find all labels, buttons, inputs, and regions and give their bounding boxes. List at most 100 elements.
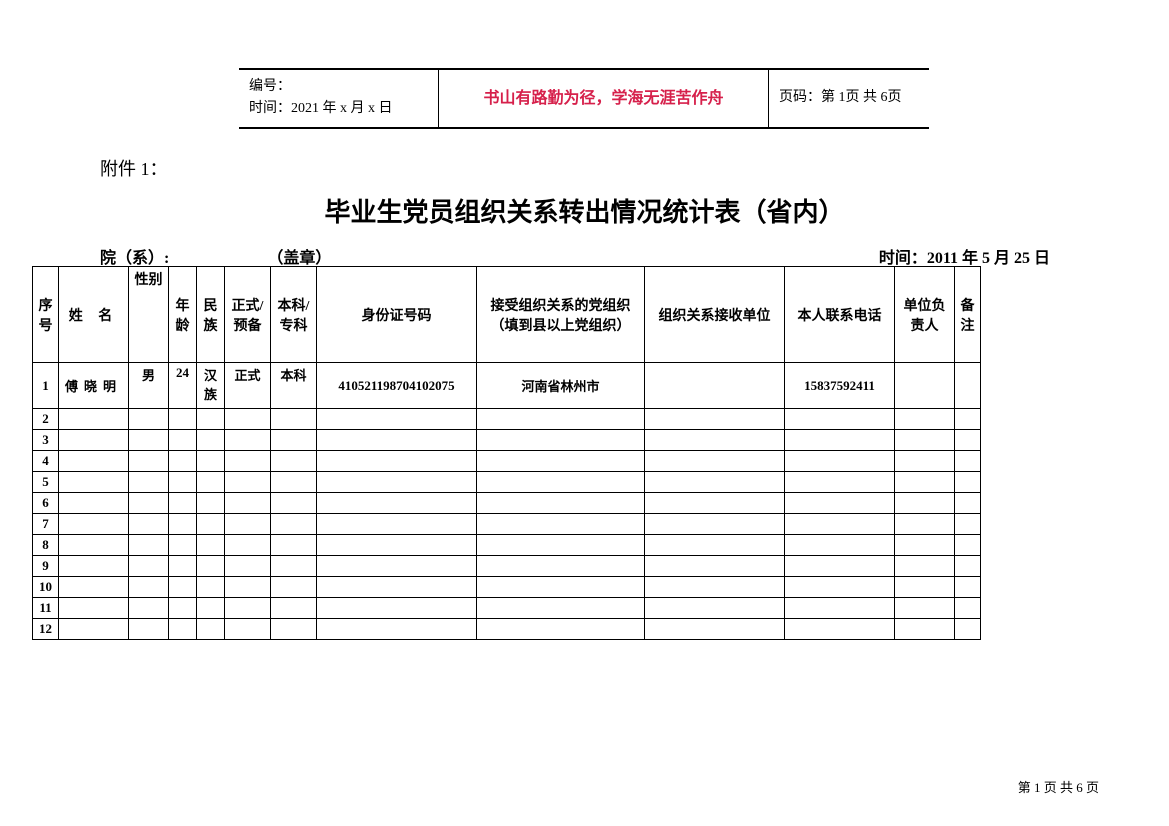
cell xyxy=(271,430,317,451)
cell xyxy=(271,577,317,598)
cell xyxy=(317,409,477,430)
col-seq: 序号 xyxy=(33,267,59,363)
table-row: 3 xyxy=(33,430,981,451)
cell xyxy=(59,535,129,556)
cell xyxy=(895,598,955,619)
table-row: 6 xyxy=(33,493,981,514)
cell xyxy=(59,556,129,577)
cell xyxy=(169,598,197,619)
col-name: 姓 名 xyxy=(59,267,129,363)
cell xyxy=(169,451,197,472)
cell xyxy=(955,409,981,430)
cell xyxy=(895,363,955,409)
cell xyxy=(785,451,895,472)
cell xyxy=(225,514,271,535)
cell xyxy=(271,535,317,556)
cell: 410521198704102075 xyxy=(317,363,477,409)
cell xyxy=(477,598,645,619)
cell xyxy=(645,598,785,619)
department-label: 院（系）: xyxy=(100,250,169,267)
cell xyxy=(197,619,225,640)
cell: 正式 xyxy=(225,363,271,409)
cell xyxy=(129,472,169,493)
cell xyxy=(59,493,129,514)
header-page: 页码：第 1页 共 6页 xyxy=(769,70,929,127)
cell xyxy=(955,472,981,493)
cell xyxy=(785,409,895,430)
cell xyxy=(785,577,895,598)
page-title: 毕业生党员组织关系转出情况统计表（省内） xyxy=(0,192,1169,229)
cell: 15837592411 xyxy=(785,363,895,409)
cell xyxy=(59,577,129,598)
cell xyxy=(225,556,271,577)
cell xyxy=(895,472,955,493)
cell xyxy=(477,409,645,430)
cell xyxy=(59,451,129,472)
cell xyxy=(645,619,785,640)
cell: 8 xyxy=(33,535,59,556)
table-row: 4 xyxy=(33,451,981,472)
cell xyxy=(225,493,271,514)
cell xyxy=(271,619,317,640)
cell xyxy=(955,430,981,451)
table-row: 12 xyxy=(33,619,981,640)
cell xyxy=(59,598,129,619)
doc-time: 时间：2021 年 x 月 x 日 xyxy=(249,98,428,120)
cell xyxy=(955,451,981,472)
col-ethnicity: 民族 xyxy=(197,267,225,363)
cell: 3 xyxy=(33,430,59,451)
cell xyxy=(645,535,785,556)
cell xyxy=(477,493,645,514)
cell xyxy=(955,493,981,514)
cell xyxy=(169,409,197,430)
cell xyxy=(645,451,785,472)
cell xyxy=(129,619,169,640)
cell xyxy=(197,493,225,514)
col-phone: 本人联系电话 xyxy=(785,267,895,363)
table-row: 1傅晓明男24汉族正式本科410521198704102075河南省林州市158… xyxy=(33,363,981,409)
cell xyxy=(271,556,317,577)
cell xyxy=(317,556,477,577)
col-sex: 性别 xyxy=(129,267,169,363)
col-recv-org: 接受组织关系的党组织（填到县以上党组织） xyxy=(477,267,645,363)
cell xyxy=(271,598,317,619)
cell xyxy=(169,472,197,493)
cell xyxy=(197,472,225,493)
cell xyxy=(645,409,785,430)
subheader: 院（系）: （盖章） 时间：2011 年 5 月 25 日 xyxy=(100,244,1100,268)
cell xyxy=(317,619,477,640)
cell xyxy=(895,409,955,430)
cell xyxy=(895,430,955,451)
cell xyxy=(785,493,895,514)
cell: 汉族 xyxy=(197,363,225,409)
cell xyxy=(129,451,169,472)
cell: 11 xyxy=(33,598,59,619)
cell xyxy=(895,556,955,577)
cell xyxy=(197,577,225,598)
cell xyxy=(225,535,271,556)
cell xyxy=(225,430,271,451)
cell xyxy=(785,430,895,451)
cell xyxy=(169,577,197,598)
cell xyxy=(895,451,955,472)
cell xyxy=(129,556,169,577)
cell xyxy=(169,493,197,514)
cell xyxy=(955,577,981,598)
cell xyxy=(895,514,955,535)
table-row: 11 xyxy=(33,598,981,619)
cell xyxy=(317,535,477,556)
cell: 2 xyxy=(33,409,59,430)
table-row: 5 xyxy=(33,472,981,493)
cell xyxy=(645,493,785,514)
cell xyxy=(59,472,129,493)
footer-page: 第 1 页 共 6 页 xyxy=(1018,777,1099,796)
cell xyxy=(645,363,785,409)
cell xyxy=(645,472,785,493)
cell xyxy=(955,363,981,409)
cell xyxy=(169,430,197,451)
doc-number: 编号： xyxy=(249,76,428,98)
cell xyxy=(785,472,895,493)
cell xyxy=(271,493,317,514)
cell xyxy=(317,598,477,619)
cell xyxy=(225,598,271,619)
